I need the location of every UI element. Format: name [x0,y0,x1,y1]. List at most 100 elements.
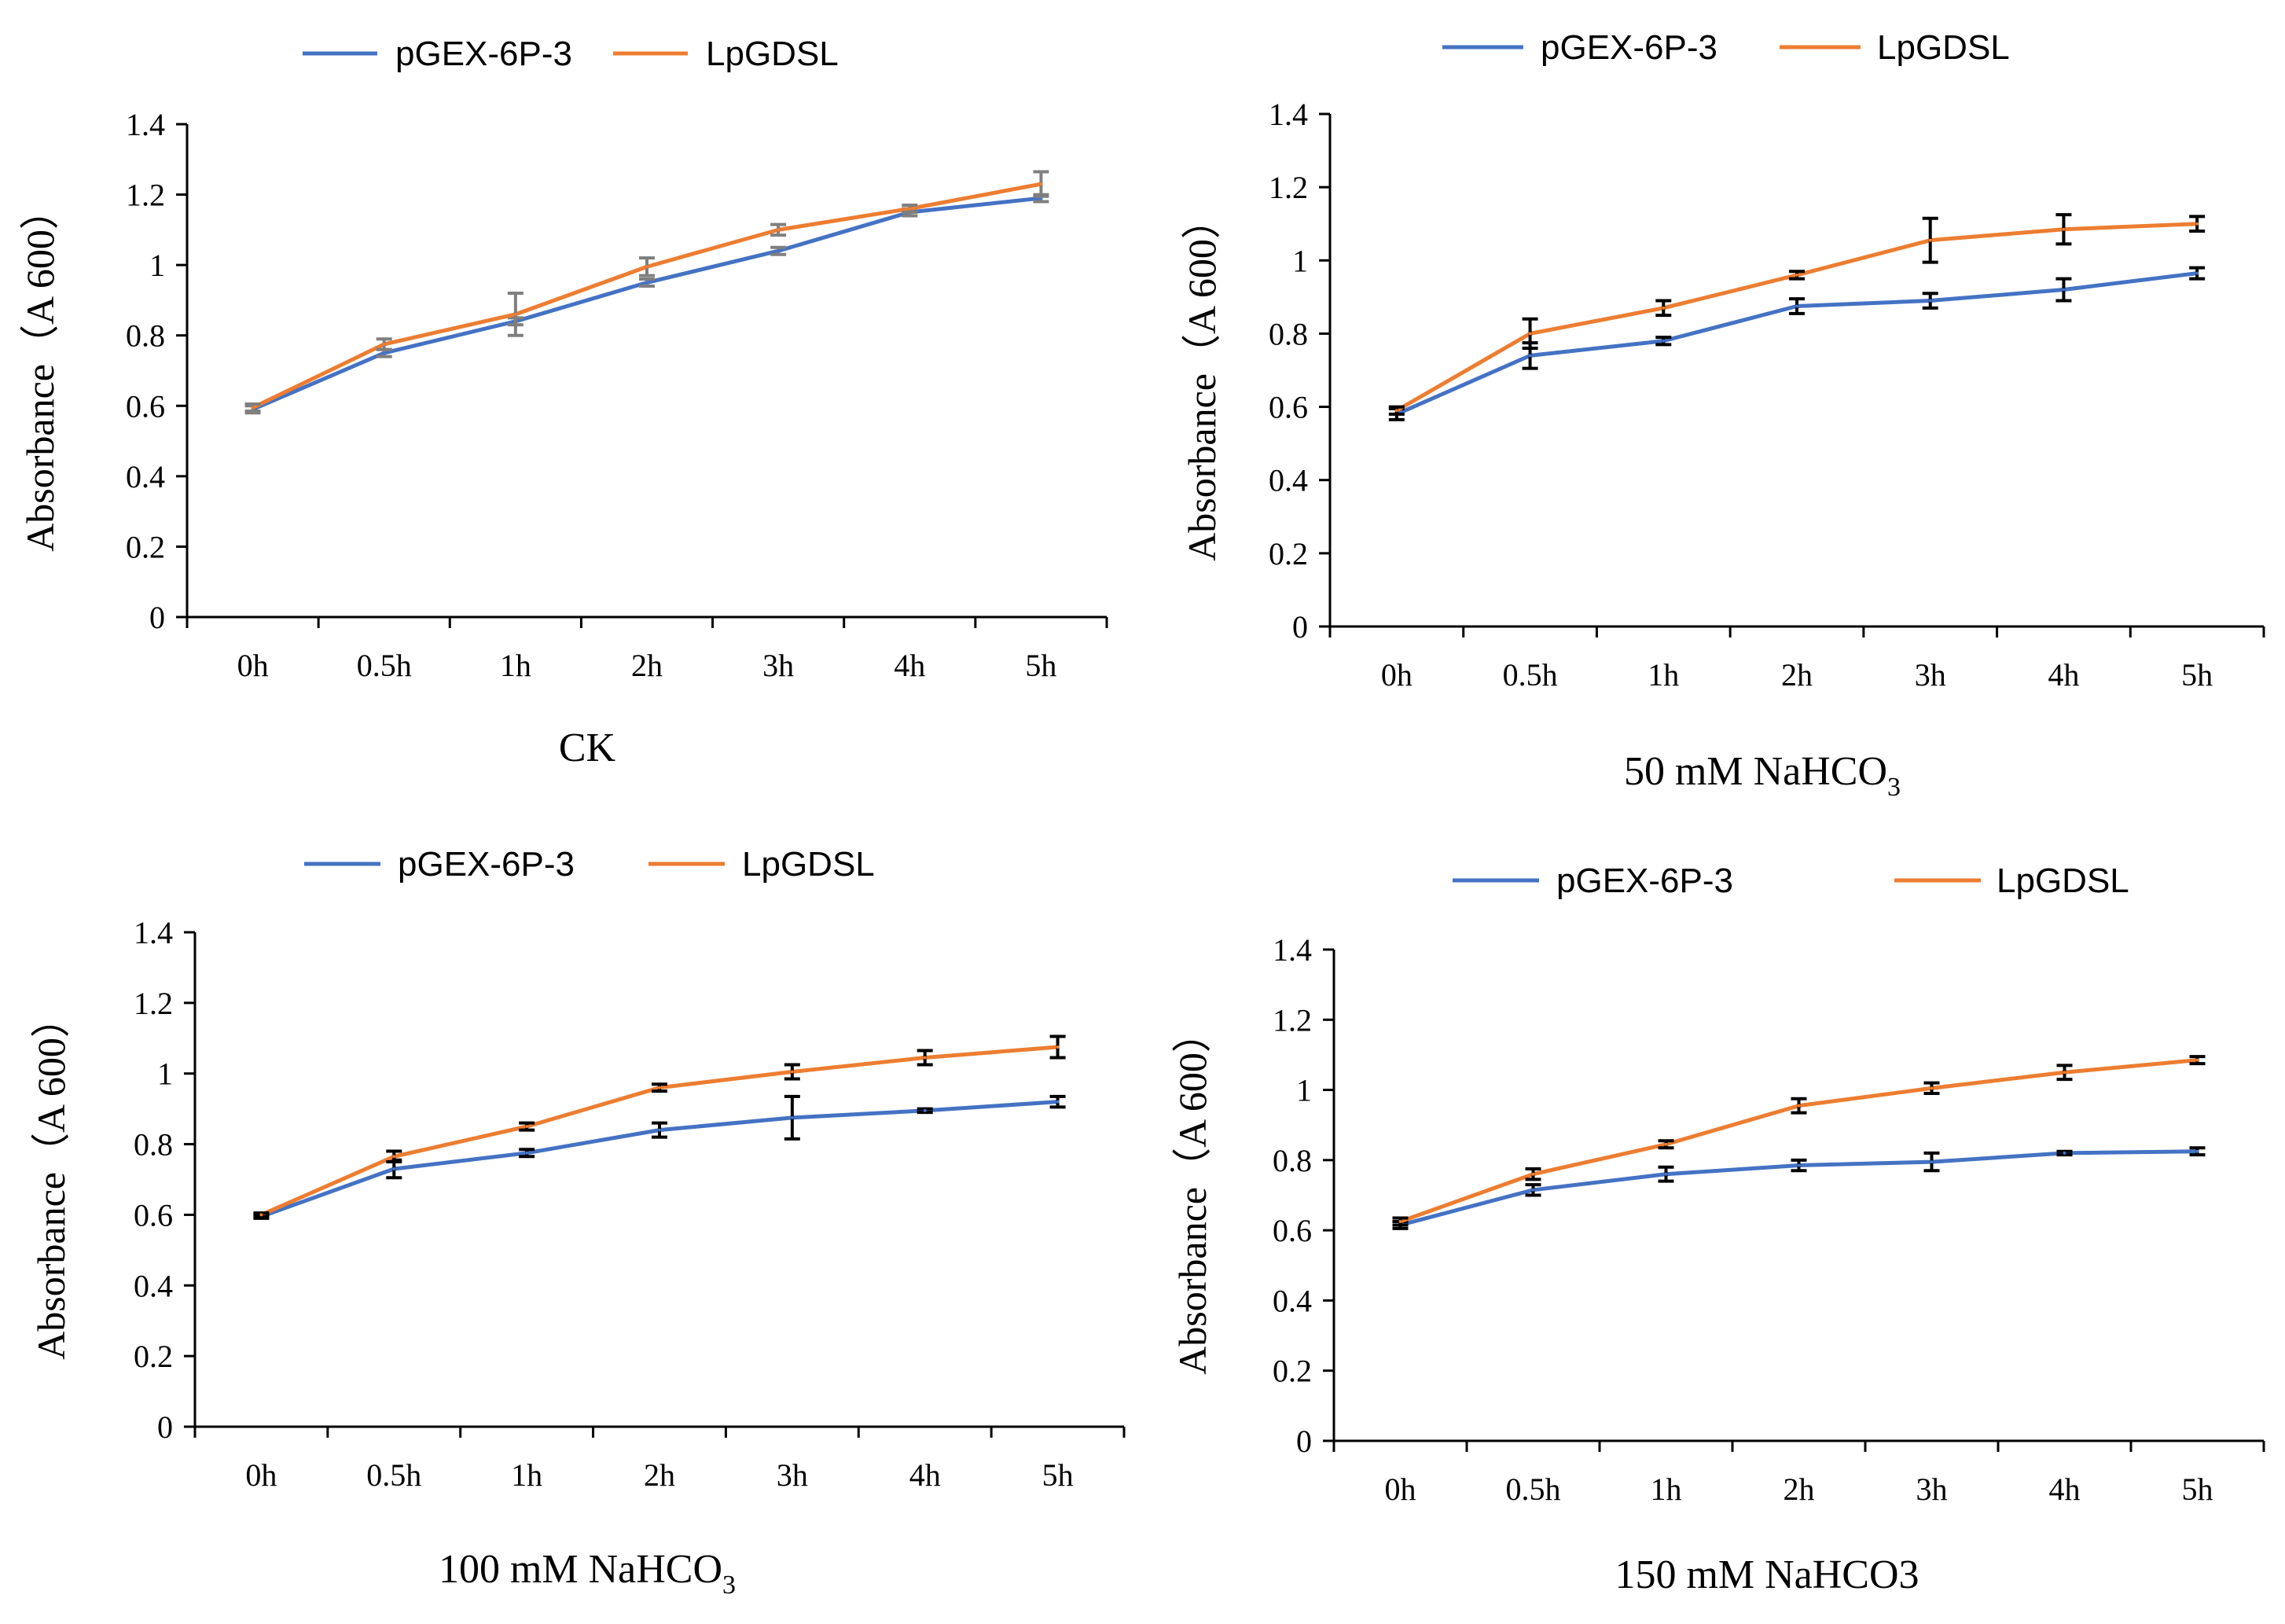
series-line-pgex [1395,271,2198,417]
data-point-pgex [790,1115,794,1119]
x-tick-label: 0.5h [357,648,412,683]
x-tick-label: 4h [2048,657,2079,693]
data-point-pgex [2062,288,2066,292]
x-tick-label: 0h [1381,657,1413,693]
y-tick-label: 1 [149,248,165,283]
x-tick-label: 1h [511,1457,542,1493]
x-tick-label: 3h [1916,1472,1948,1507]
y-tick-label: 1.4 [134,915,173,950]
x-tick-label: 0.5h [366,1457,421,1493]
legend-label-lpgdsl: LpGDSL [1877,28,2010,67]
data-point-lpgdsl [658,1086,661,1089]
data-point-lpgdsl [790,1070,794,1074]
y-tick-label: 1.2 [1273,1002,1312,1038]
y-tick-label: 0.6 [134,1197,173,1233]
y-tick-label: 0.4 [126,459,165,494]
data-point-lpgdsl [2063,1071,2066,1075]
y-axis-label: Absorbance（A 600） [29,998,73,1360]
series-line-lpgdsl [252,182,1041,410]
data-point-lpgdsl [1528,332,1532,336]
x-tick-label: 3h [777,1457,808,1493]
x-tick-label: 0h [245,1457,277,1493]
y-tick-label: 0.6 [126,388,165,424]
y-tick-label: 1.2 [126,178,165,213]
y-tick-label: 0.8 [126,318,165,354]
x-tick-label: 1h [500,648,531,683]
chart-panel-nahco3-50: pGEX-6P-3 LpGDSL 0 0.2 0.4 0.6 0.8 1 1.2 1.4 0h 0.5… [1180,28,2265,802]
chart-caption-main: 100 mM NaHCO [439,1547,722,1592]
legend-label-lpgdsl: LpGDSL [1997,862,2129,900]
x-tick-label: 2h [1781,657,1813,693]
data-point-lpgdsl [513,312,517,316]
y-tick-label: 1 [1292,243,1308,278]
data-point-lpgdsl [2062,227,2066,231]
y-axis-label: Absorbance（A 600） [1180,200,1224,561]
data-point-pgex [923,1108,927,1112]
y-tick-label: 1.2 [134,986,173,1021]
data-point-pgex [1930,1160,1934,1164]
data-point-pgex [1662,339,1666,343]
series-line-pgex [260,1100,1058,1219]
x-tick-label: 4h [909,1457,941,1493]
data-point-pgex [2195,271,2199,275]
data-point-lpgdsl [645,265,648,269]
x-tick-label: 1h [1651,1472,1682,1507]
data-point-lpgdsl [1664,1142,1668,1146]
y-tick-label: 0.8 [1269,316,1308,351]
y-tick-label: 0.2 [1269,536,1308,571]
data-point-lpgdsl [1394,409,1398,413]
data-point-pgex [525,1151,529,1155]
x-tick-label: 5h [1042,1457,1074,1493]
y-tick-label: 1.2 [1269,170,1308,205]
series-line-lpgdsl [1395,222,2198,413]
y-axis-label: Absorbance（A 600） [18,190,62,552]
chart-caption-main: 50 mM NaHCO [1624,749,1887,794]
data-point-lpgdsl [1928,238,1932,242]
chart-panel-ck: pGEX-6P-3 LpGDSL 0 0.2 0.4 0.6 0.8 1 1.2 1.4 0h 0.5… [18,35,1108,770]
y-tick-label: 1.4 [126,107,165,142]
y-tick-label: 0.8 [1273,1143,1312,1178]
data-point-pgex [1928,299,1932,303]
chart-caption-subscript: 3 [1887,773,1901,802]
data-point-lpgdsl [908,207,912,211]
legend-label-pgex: pGEX-6P-3 [395,35,572,73]
y-tick-label: 0.2 [126,529,165,564]
data-point-pgex [2195,1149,2199,1153]
x-tick-label: 5h [2182,1472,2213,1507]
x-tick-label: 2h [1784,1472,1815,1507]
data-point-pgex [1056,1100,1060,1104]
y-tick-label: 0.4 [134,1268,173,1303]
x-tick-label: 3h [762,648,794,683]
legend-label-pgex: pGEX-6P-3 [398,845,575,884]
y-tick-label: 0 [149,600,165,635]
y-tick-label: 0.8 [134,1127,173,1163]
chart-caption-main: CK [559,726,616,770]
y-tick-label: 0.6 [1269,390,1308,425]
x-tick-label: 4h [894,648,925,683]
legend-label-lpgdsl: LpGDSL [706,35,839,73]
chart-caption: 100 mM NaHCO3 [439,1547,736,1600]
data-point-pgex [645,281,648,285]
chart-panel-nahco3-150: pGEX-6P-3 LpGDSL 0 0.2 0.4 0.6 0.8 1 1.2 1.4 0h 0.5… [1170,862,2265,1597]
data-point-lpgdsl [251,406,255,410]
legend-label-pgex: pGEX-6P-3 [1556,862,1733,900]
data-point-lpgdsl [1930,1086,1934,1090]
data-point-pgex [777,249,781,253]
data-point-pgex [2063,1151,2066,1155]
series-line-pgex [252,196,1041,412]
y-tick-label: 0.2 [134,1339,173,1374]
data-point-lpgdsl [1531,1172,1535,1176]
x-tick-label: 1h [1648,657,1679,693]
x-tick-label: 2h [644,1457,675,1493]
legend-label-lpgdsl: LpGDSL [742,845,875,884]
y-tick-label: 0 [1296,1424,1312,1459]
x-tick-label: 5h [2181,657,2213,693]
chart-caption-main: 150 mM NaHCO3 [1615,1552,1919,1597]
data-point-lpgdsl [525,1125,529,1129]
y-tick-label: 0.2 [1273,1354,1312,1389]
chart-caption-subscript: 3 [722,1571,736,1600]
x-tick-label: 0h [237,648,269,683]
y-tick-label: 0.4 [1269,463,1308,498]
data-point-lpgdsl [382,342,386,346]
